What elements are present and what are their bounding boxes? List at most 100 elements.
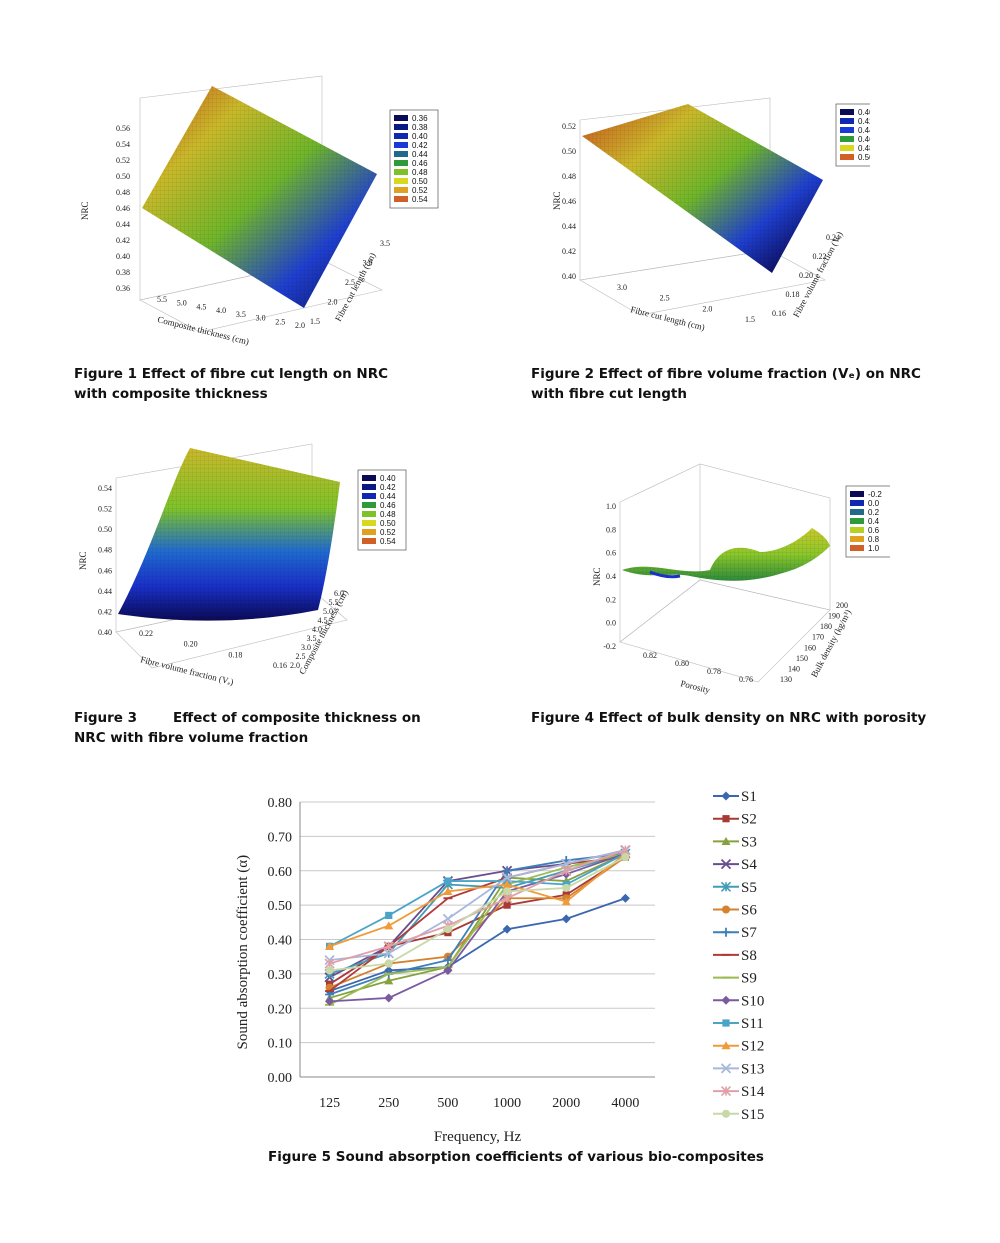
figure-5-x-axis-label: Frequency, Hz	[434, 1129, 522, 1145]
legend-item: S12	[713, 1039, 764, 1055]
figure-5-line-chart: 0.000.100.200.300.400.500.600.700.80 125…	[225, 780, 785, 1150]
legend-label: S8	[741, 948, 757, 964]
x-tick-label: 250	[378, 1096, 399, 1111]
z-tick-label: 0.0	[606, 619, 616, 628]
legend-swatch	[362, 484, 376, 490]
z-tick-label: 0.46	[98, 566, 112, 575]
z-tick-label: 0.46	[116, 204, 130, 213]
x-tick-label: 0.16	[273, 661, 287, 670]
legend-swatch	[362, 475, 376, 481]
legend-swatch	[840, 109, 854, 115]
data-point-marker	[503, 925, 512, 934]
z-tick-label: 0.44	[116, 220, 130, 229]
z-tick-label: 0.42	[98, 607, 112, 616]
legend-swatch	[840, 127, 854, 133]
x-tick-label: 4.5	[196, 302, 206, 311]
legend-item: S4	[713, 857, 757, 873]
x-tick-label: 5.0	[177, 299, 187, 308]
z-tick-label: 0.50	[562, 147, 576, 156]
y-tick-label: 2.0	[328, 298, 338, 307]
data-point-marker	[722, 815, 729, 822]
data-point-marker	[722, 1019, 729, 1026]
caption-line: Figure 2 Effect of fibre volume fraction…	[531, 364, 921, 384]
legend-item: S1	[713, 789, 757, 805]
legend-swatch	[394, 151, 408, 157]
legend-label: -0.2	[868, 490, 882, 499]
y-tick-label: 130	[780, 675, 792, 684]
x-tick-label: 4.0	[216, 306, 226, 315]
legend-swatch	[850, 518, 864, 524]
legend-swatch	[362, 538, 376, 544]
figure-2-panel: 0.52 0.50 0.48 0.46 0.44 0.42 0.40 3.0 2.5 2.0 1.…	[540, 90, 870, 340]
legend-label: S5	[741, 880, 757, 896]
legend-swatch	[394, 160, 408, 166]
caption-line: Figure 5 Sound absorption coefficients o…	[268, 1147, 764, 1167]
z-tick-label: 0.8	[606, 525, 616, 534]
legend-label: S3	[741, 834, 757, 850]
data-point-marker	[621, 894, 630, 903]
legend-label: 0.40	[380, 474, 396, 483]
legend-label: S13	[741, 1061, 764, 1077]
z-tick-label: 1.0	[606, 502, 616, 511]
figure-3-z-axis-label: NRC	[78, 551, 88, 570]
legend-item: S2	[713, 812, 757, 828]
legend-swatch	[394, 178, 408, 184]
x-tick-label: 2.0	[295, 321, 305, 330]
z-tick-label: 0.4	[606, 572, 616, 581]
figure-2-caption: Figure 2 Effect of fibre volume fraction…	[531, 364, 921, 404]
data-point-marker	[722, 792, 731, 801]
figure-5-y-axis-label: Sound absorption coefficient (α)	[235, 855, 251, 1050]
legend-label: 0.36	[412, 114, 428, 123]
legend-label: 0.42	[380, 483, 396, 492]
legend-label: 0.2	[868, 508, 880, 517]
legend-label: 0.52	[412, 186, 428, 195]
legend-label: 0.44	[858, 126, 870, 135]
z-tick-label: 0.42	[116, 236, 130, 245]
x-tick-label: 4000	[611, 1096, 639, 1111]
x-tick-label: 0.76	[739, 675, 753, 684]
y-tick-label: 160	[804, 643, 816, 652]
figure-3-surface-plot: 0.540.520.500.480.460.440.420.40 0.220.2…	[72, 440, 422, 700]
y-tick-label: 0.40	[268, 934, 293, 949]
caption-line: with fibre cut length	[531, 384, 921, 404]
legend-swatch	[362, 520, 376, 526]
x-tick-label: 500	[437, 1096, 458, 1111]
legend-item: S14	[713, 1084, 765, 1100]
legend-swatch	[394, 187, 408, 193]
figure-2-x-axis-label: Fibre cut length (cm)	[630, 304, 706, 332]
z-tick-label: 0.50	[98, 525, 112, 534]
z-tick-label: 0.42	[562, 247, 576, 256]
legend-swatch	[362, 511, 376, 517]
y-tick-label: 180	[820, 622, 832, 631]
legend-label: 0.54	[412, 195, 428, 204]
y-tick-label: 0.10	[268, 1037, 293, 1052]
x-tick-label: 3.5	[236, 310, 246, 319]
z-tick-label: 0.6	[606, 549, 616, 558]
data-point-marker	[562, 914, 571, 923]
z-tick-label: 0.48	[116, 188, 130, 197]
data-point-marker	[385, 960, 393, 968]
series-line	[330, 854, 626, 947]
z-tick-label: 0.40	[98, 628, 112, 637]
legend-label: 0.44	[380, 492, 396, 501]
z-tick-label: 0.44	[562, 222, 576, 231]
y-tick-label: 200	[836, 601, 848, 610]
data-point-marker	[722, 928, 731, 937]
legend-label: 0.50	[412, 177, 428, 186]
x-tick-label: 0.78	[707, 667, 721, 676]
z-tick-label: 0.44	[98, 587, 112, 596]
legend-label: 0.46	[412, 159, 428, 168]
x-tick-label: 0.20	[184, 640, 198, 649]
legend-swatch	[850, 509, 864, 515]
legend-swatch	[394, 124, 408, 130]
legend-swatch	[394, 115, 408, 121]
z-tick-label: 0.40	[562, 272, 576, 281]
legend-item: S11	[713, 1016, 764, 1032]
legend-swatch	[840, 136, 854, 142]
series-s14	[325, 846, 630, 968]
z-tick-label: 0.52	[116, 156, 130, 165]
legend-swatch	[362, 502, 376, 508]
data-point-marker	[722, 905, 730, 913]
y-tick-label: 0.00	[268, 1071, 293, 1086]
legend-swatch	[850, 491, 864, 497]
